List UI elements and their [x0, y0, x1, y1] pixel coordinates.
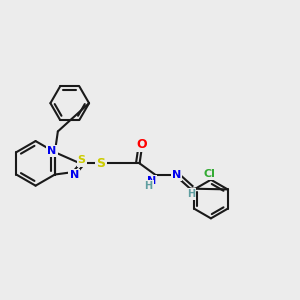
Text: N: N — [70, 170, 79, 180]
Text: S: S — [96, 157, 105, 170]
Text: S: S — [78, 155, 86, 165]
Text: H: H — [144, 181, 153, 191]
Text: N: N — [172, 170, 182, 180]
Text: H: H — [187, 189, 195, 199]
Text: Cl: Cl — [203, 169, 215, 179]
Text: O: O — [136, 138, 147, 151]
Text: N: N — [47, 146, 56, 156]
Text: N: N — [147, 176, 156, 186]
